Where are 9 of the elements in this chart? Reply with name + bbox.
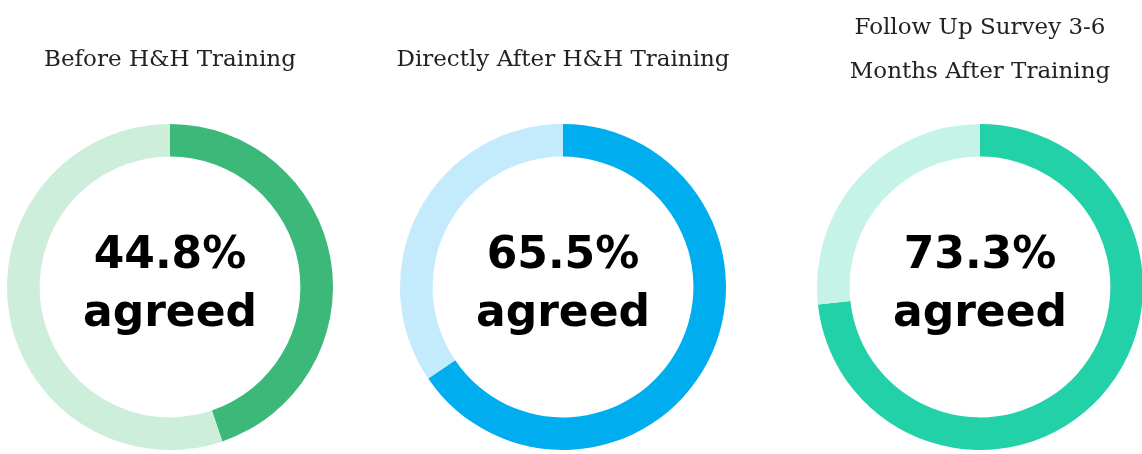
- chart-title: Before H&H Training: [43, 44, 297, 73]
- chart-title: Directly After H&H Training: [395, 44, 731, 73]
- slice-label: agreed: [475, 285, 651, 337]
- slice-label: agreed: [892, 285, 1068, 337]
- chart-title: Follow Up Survey 3-6 Months After Training: [848, 12, 1112, 85]
- data-label: 65.5%: [486, 227, 640, 279]
- data-label: 44.8%: [93, 227, 247, 279]
- data-label: 73.3%: [903, 227, 1057, 279]
- slice-label: agreed: [82, 285, 258, 337]
